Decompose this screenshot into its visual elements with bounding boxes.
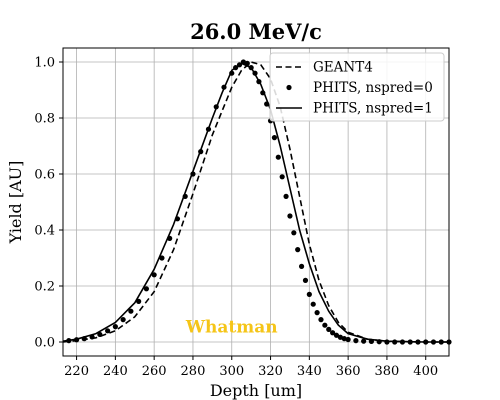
plot-frame: [62, 47, 450, 357]
data-point: [333, 332, 340, 338]
x-tick-label: 360: [336, 364, 361, 379]
ticks: 220 240 260 280 300 320 340 360 380 400 0.0 0.2 0.4 0…: [34, 56, 438, 380]
data-point: [361, 338, 367, 344]
data-point: [318, 317, 324, 323]
x-tick-label: 380: [375, 364, 400, 379]
data-point: [159, 255, 165, 261]
y-axis-label: Yield [AU]: [6, 161, 25, 245]
legend-box: [269, 52, 445, 122]
chart-title: 26.0 MeV/c: [190, 19, 322, 44]
data-point: [330, 330, 336, 336]
y-tick-label: 0.2: [34, 280, 55, 295]
y-tick-label: 0.6: [34, 168, 55, 183]
data-point: [120, 317, 126, 323]
x-axis-label: Depth [um]: [210, 381, 302, 400]
data-point: [105, 328, 111, 334]
x-tick-label: 320: [258, 364, 283, 379]
data-point: [112, 324, 118, 330]
legend-marker: [286, 84, 292, 91]
data-point: [279, 174, 285, 180]
data-point: [143, 286, 150, 292]
series-layer: [62, 59, 452, 345]
x-tick-label: 400: [413, 364, 438, 379]
legend: GEANT4 PHITS, nspred=0 PHITS, nspred=1: [269, 52, 445, 122]
y-tick-label: 0.0: [34, 336, 55, 351]
data-point: [283, 193, 289, 199]
x-tick-label: 240: [103, 364, 128, 379]
data-point: [326, 326, 332, 332]
data-point: [291, 230, 297, 236]
data-point: [306, 291, 312, 297]
data-point: [136, 298, 142, 304]
x-tick-label: 300: [219, 364, 244, 379]
x-tick-label: 340: [297, 364, 322, 379]
data-point: [295, 247, 301, 253]
data-point: [287, 213, 293, 219]
y-tick-label: 0.8: [34, 112, 55, 127]
legend-label: GEANT4: [313, 60, 373, 76]
data-point: [314, 310, 320, 316]
legend-label: PHITS, nspred=1: [313, 101, 433, 117]
data-point: [341, 336, 347, 342]
series-line-phits-nspred-1: [62, 62, 449, 343]
data-point: [353, 338, 359, 344]
x-tick-label: 220: [64, 364, 89, 379]
y-tick-label: 0.4: [34, 224, 55, 239]
annotation-label: Whatman: [185, 318, 278, 338]
data-point: [275, 154, 281, 160]
legend-label: PHITS, nspred=0: [313, 80, 433, 96]
data-point: [298, 263, 305, 269]
x-tick-label: 260: [142, 364, 167, 379]
data-point: [151, 272, 157, 278]
x-tick-label: 280: [181, 364, 206, 379]
y-tick-label: 1.0: [34, 56, 55, 71]
data-point: [302, 277, 309, 283]
data-point: [310, 301, 316, 307]
data-point: [128, 308, 134, 314]
data-point: [271, 135, 278, 141]
data-point: [345, 336, 351, 343]
data-point: [322, 322, 328, 328]
data-point: [97, 331, 103, 338]
